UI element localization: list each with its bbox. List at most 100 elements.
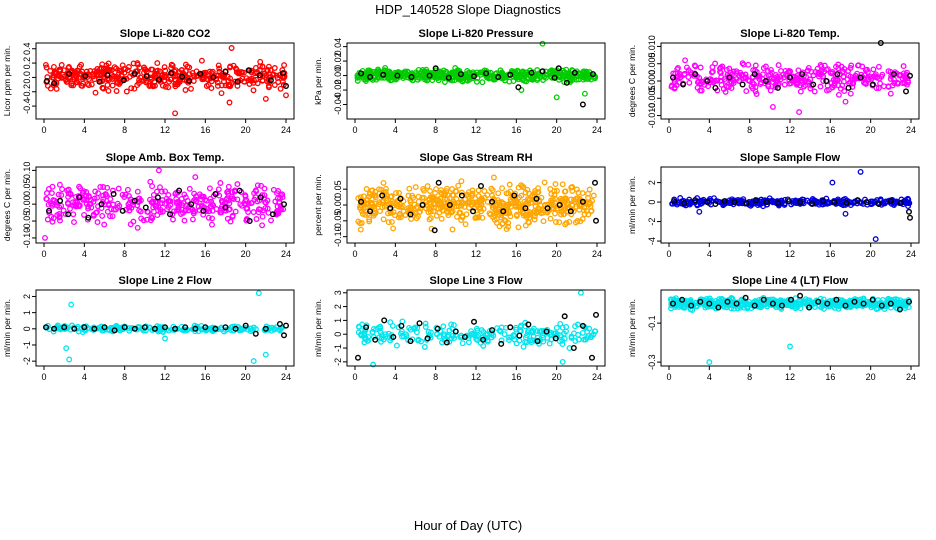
data-point (494, 325, 501, 332)
data-point (100, 85, 107, 92)
data-point (189, 216, 196, 223)
y-tick-label: -0.04 (333, 94, 343, 115)
y-tick-label: 1 (22, 310, 32, 315)
data-point (72, 199, 79, 206)
data-point (262, 205, 269, 212)
reference-point (212, 325, 219, 332)
reference-point (489, 327, 496, 334)
data-point (862, 67, 869, 74)
data-point (72, 193, 79, 200)
reference-point (281, 332, 288, 339)
data-point (437, 205, 444, 211)
data-point (787, 68, 794, 75)
data-point (576, 195, 583, 202)
data-point (785, 296, 792, 303)
data-point (259, 213, 266, 220)
data-point (512, 195, 518, 202)
data-point (390, 209, 397, 216)
reference-point (478, 182, 485, 189)
reference-point (762, 77, 769, 84)
data-point (490, 204, 497, 211)
data-point (74, 79, 81, 86)
reference-point (556, 201, 563, 208)
data-point (425, 209, 432, 216)
x-tick-label: 4 (82, 249, 87, 259)
data-point (855, 62, 862, 69)
chart-title: Slope Line 2 Flow (119, 275, 212, 287)
data-point (768, 66, 774, 73)
data-point (259, 222, 266, 229)
data-point (217, 180, 224, 186)
reference-point (543, 328, 550, 335)
data-point (363, 200, 370, 207)
reference-point (155, 76, 162, 83)
reference-point (516, 332, 523, 339)
data-point (97, 184, 104, 190)
data-point (205, 81, 212, 88)
data-point (127, 221, 134, 228)
data-point (769, 79, 776, 86)
x-tick-label: 0 (352, 125, 357, 135)
reference-series (358, 179, 600, 234)
reference-point (842, 302, 849, 309)
data-point (363, 186, 370, 192)
reference-point (358, 70, 365, 77)
data-point (476, 198, 483, 205)
reference-point (434, 325, 441, 332)
chart-title: Slope Li-820 CO2 (120, 28, 210, 40)
data-point (161, 64, 168, 71)
data-point (92, 89, 99, 96)
data-point (807, 298, 814, 305)
data-point (875, 63, 882, 70)
data-point (696, 208, 703, 215)
reference-point (445, 74, 452, 81)
reference-point (570, 345, 577, 352)
data-point (805, 78, 812, 85)
data-point (258, 182, 265, 189)
x-tick-label: 20 (241, 249, 251, 259)
x-tick-label: 0 (666, 125, 671, 135)
data-point (199, 193, 206, 200)
reference-point (679, 296, 686, 303)
data-point (475, 187, 482, 194)
data-point (476, 205, 483, 212)
x-tick-label: 20 (552, 249, 562, 259)
data-point (117, 76, 124, 83)
data-point (65, 64, 72, 71)
reference-point (424, 335, 431, 342)
data-point (357, 226, 364, 233)
reference-point (458, 192, 465, 199)
reference-point (51, 325, 58, 332)
data-point (165, 327, 172, 334)
reference-point (712, 200, 719, 207)
data-point (172, 76, 179, 83)
data-point (691, 62, 698, 69)
x-tick-label: 12 (471, 372, 481, 382)
y-tick-label: -2 (22, 357, 32, 365)
data-point (671, 85, 678, 92)
reference-series (46, 187, 288, 224)
data-point (398, 330, 404, 337)
data-point (149, 82, 156, 89)
data-point (749, 201, 756, 208)
data-point (259, 77, 266, 84)
data-point (697, 64, 704, 71)
y-tick-label: 2 (647, 180, 657, 185)
data-point (787, 343, 793, 350)
data-point (255, 206, 262, 213)
data-point (256, 63, 263, 70)
reference-point (245, 67, 252, 74)
data-point (115, 185, 122, 192)
x-tick-label: 4 (82, 372, 87, 382)
data-point (554, 187, 560, 194)
reference-point (101, 324, 108, 331)
data-point (83, 200, 90, 207)
reference-series (671, 197, 914, 221)
data-point (581, 90, 588, 97)
data-point (113, 88, 120, 94)
data-point (819, 302, 826, 309)
reference-point (592, 179, 599, 186)
y-axis-label: degrees C per min. (627, 45, 637, 117)
data-point (837, 85, 844, 92)
data-point (468, 192, 475, 199)
